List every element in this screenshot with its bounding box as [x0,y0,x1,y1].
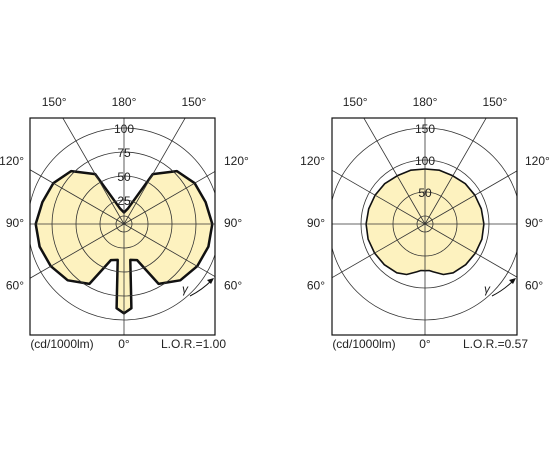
ring-label: 25 [117,194,131,208]
spoke-grid [123,118,186,225]
angle-label: 180° [112,95,137,109]
ring-label: 50 [117,170,131,184]
ring-label: 100 [114,122,134,136]
unit-label: (cd/1000lm) [332,337,395,351]
spoke-grid [332,169,426,225]
angle-label: 120° [525,154,550,168]
angle-label: 150° [181,95,206,109]
angle-label: 120° [300,154,325,168]
angle-label: 150° [343,95,368,109]
angle-label: 90° [525,216,543,230]
spoke-grid [123,170,215,225]
plot-area [332,118,517,335]
center-circle [115,215,133,233]
angle-label: 120° [224,154,249,168]
spoke-grid [62,118,125,225]
ring-label: 150 [415,122,435,136]
gamma-arrowhead [509,278,516,284]
plot-area [30,118,215,335]
spoke-grid [332,223,426,279]
angle-label: 60° [6,279,24,293]
angle-label: 150° [482,95,507,109]
spoke-grid [424,118,487,225]
unit-label: (cd/1000lm) [30,337,93,351]
spoke-grid [424,223,517,278]
gamma-arrow [189,279,213,297]
spoke-grid [424,170,517,225]
angle-label: 120° [0,154,24,168]
center-circle [416,215,434,233]
angle-label: 90° [224,216,242,230]
lor-label: L.O.R.=1.00 [161,337,226,351]
angle-label: 60° [307,279,325,293]
spoke-grid [363,118,426,225]
panel-frame [29,117,216,336]
spoke-grid [123,223,215,278]
angle-label: 90° [307,216,325,230]
angle-label: 0° [118,337,130,351]
spoke-grid [30,169,125,225]
ring-label: 100 [415,154,435,168]
angle-label: 60° [525,279,543,293]
gamma-symbol: γ [484,282,491,296]
ring-label: 50 [418,186,432,200]
gamma-arrow [491,279,515,297]
angle-label: 60° [224,279,242,293]
gamma-arrowhead [207,278,214,284]
lor-label: L.O.R.=0.57 [463,337,528,351]
ring-label: 75 [117,146,131,160]
angle-label: 0° [419,337,431,351]
spoke-grid [30,223,125,279]
panel-frame [331,117,518,336]
angle-label: 180° [413,95,438,109]
gamma-symbol: γ [182,282,189,296]
angle-label: 150° [42,95,67,109]
angle-label: 90° [6,216,24,230]
